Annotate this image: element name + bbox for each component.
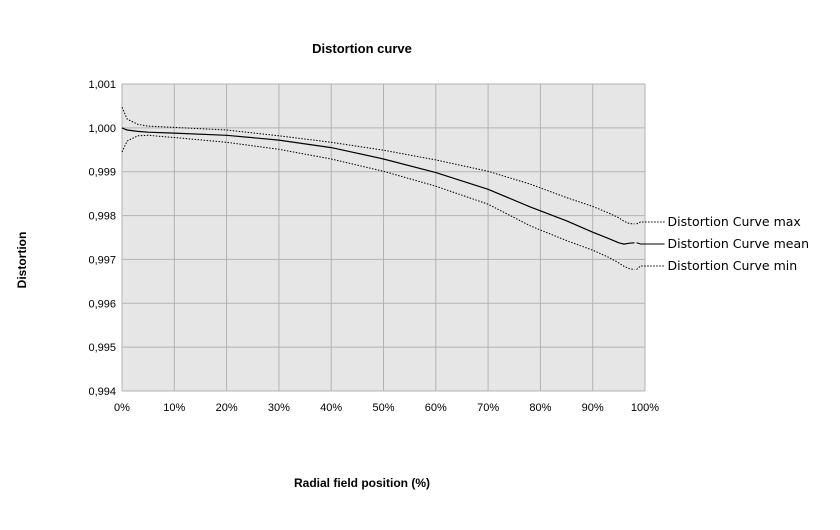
legend-label-1: Distortion Curve max <box>668 214 801 229</box>
x-tick-label: 60% <box>425 402 447 414</box>
chart-title: Distortion curve <box>312 41 412 56</box>
x-tick-label: 10% <box>163 402 185 414</box>
y-tick-label: 0,994 <box>88 386 116 398</box>
x-tick-label: 100% <box>631 402 659 414</box>
series-line-2 <box>121 127 635 245</box>
y-tick-label: 1,000 <box>88 123 116 135</box>
legend-leader-1 <box>636 221 665 225</box>
legend-label-3: Distortion Curve min <box>668 258 798 273</box>
x-axis-label: Radial field position (%) <box>294 476 430 490</box>
legend: Distortion Curve max Distortion Curve mea… <box>636 214 810 273</box>
legend-label-2: Distortion Curve mean <box>668 236 810 251</box>
x-tick-label: 40% <box>320 402 342 414</box>
series-line-3 <box>121 134 635 270</box>
x-tick-label: 30% <box>268 402 290 414</box>
series-line-1 <box>121 106 635 225</box>
series-lines <box>121 106 635 270</box>
x-tick-label: 0% <box>114 402 130 414</box>
x-tick-label: 20% <box>216 402 238 414</box>
legend-leader-3 <box>636 265 665 270</box>
x-tick-label: 80% <box>529 402 551 414</box>
x-tick-label: 50% <box>372 402 394 414</box>
y-tick-label: 0,999 <box>88 167 116 179</box>
x-axis-ticks: 0% 10% 20% 30% 40% 50% 60% 70% 80% 90% 100% <box>114 402 659 414</box>
y-axis-label: Distortion <box>15 232 29 289</box>
y-tick-label: 0,995 <box>88 342 116 354</box>
y-axis-ticks: 0,994 0,995 0,996 0,997 0,998 0,999 1,000 1,001 <box>88 79 116 398</box>
legend-leader-2 <box>636 242 665 245</box>
y-tick-label: 0,998 <box>88 211 116 223</box>
y-tick-label: 1,001 <box>88 79 116 91</box>
x-tick-label: 70% <box>477 402 499 414</box>
y-tick-label: 0,996 <box>88 298 116 310</box>
x-tick-label: 90% <box>582 402 604 414</box>
y-tick-label: 0,997 <box>88 254 116 266</box>
